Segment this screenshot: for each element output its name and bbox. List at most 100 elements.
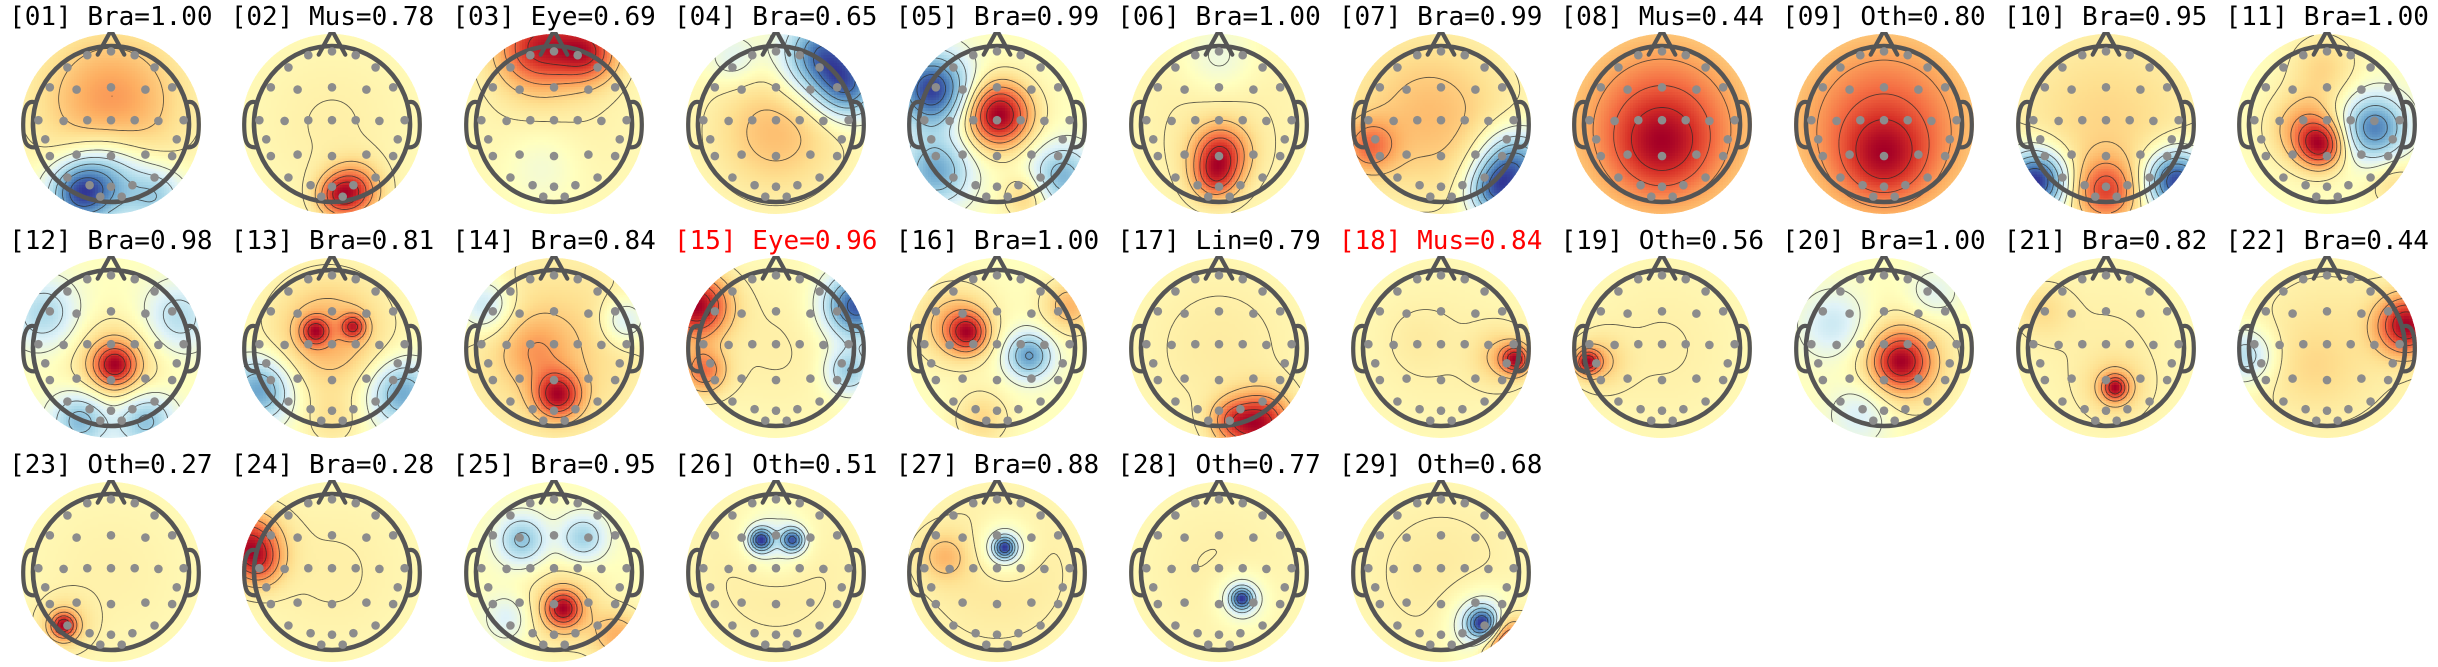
- electrode-dot: [1238, 51, 1247, 60]
- topomap-plot[interactable]: [0, 32, 222, 217]
- electrode-dot: [1624, 309, 1633, 318]
- electrode-dot: [795, 275, 804, 284]
- electrode-dot: [550, 495, 559, 504]
- ica-component-16[interactable]: [16] Bra=1.00: [886, 226, 1108, 441]
- topomap-plot[interactable]: [1108, 256, 1330, 441]
- topomap-plot[interactable]: [2216, 32, 2438, 217]
- topomap-plot[interactable]: [1995, 256, 2217, 441]
- electrode-dot: [833, 307, 842, 316]
- topomap-plot[interactable]: [886, 480, 1108, 665]
- component-label: [15] Eye=0.96: [665, 226, 887, 256]
- electrode-dot: [172, 359, 181, 368]
- topomap-plot[interactable]: [2216, 256, 2438, 441]
- topomap-plot[interactable]: [886, 256, 1108, 441]
- ica-component-21[interactable]: [21] Bra=0.82: [1995, 226, 2217, 441]
- topomap-plot[interactable]: [443, 480, 665, 665]
- electrode-dot: [993, 116, 1002, 125]
- ica-component-05[interactable]: [05] Bra=0.99: [886, 2, 1108, 217]
- component-label: [25] Bra=0.95: [443, 450, 665, 480]
- electrode-dot: [117, 192, 126, 201]
- electrode-dot: [2288, 85, 2297, 94]
- topomap-plot[interactable]: [221, 32, 443, 217]
- topomap-plot[interactable]: [1773, 32, 1995, 217]
- electrode-dot: [833, 83, 842, 92]
- ica-component-29[interactable]: [29] Oth=0.68: [1330, 450, 1552, 665]
- electrode-dot: [771, 376, 780, 385]
- electrode-dot: [1014, 181, 1023, 190]
- topomap-plot[interactable]: [1108, 32, 1330, 217]
- electrode-dot: [83, 564, 92, 573]
- electrode-dot: [728, 287, 737, 296]
- ica-component-07[interactable]: [07] Bra=0.99: [1330, 2, 1552, 217]
- ica-component-18[interactable]: [18] Mus=0.84: [1330, 226, 1552, 441]
- electrode-dot: [1705, 117, 1714, 126]
- ica-component-11[interactable]: [11] Bra=1.00: [2216, 2, 2438, 217]
- electrode-dot: [1807, 116, 1816, 125]
- ica-component-17[interactable]: [17] Lin=0.79: [1108, 226, 1330, 441]
- topomap-plot[interactable]: [443, 256, 665, 441]
- electrode-dot: [2395, 116, 2404, 125]
- topomap-plot[interactable]: [221, 256, 443, 441]
- ica-component-04[interactable]: [04] Bra=0.65: [665, 2, 887, 217]
- electrode-dot: [550, 376, 559, 385]
- ica-component-06[interactable]: [06] Bra=1.00: [1108, 2, 1330, 217]
- electrode-dot: [819, 565, 828, 574]
- electrode-dot: [748, 275, 757, 284]
- topomap-plot[interactable]: [1551, 256, 1773, 441]
- topomap-plot[interactable]: [221, 480, 443, 665]
- ica-component-27[interactable]: [27] Bra=0.88: [886, 450, 1108, 665]
- ica-component-28[interactable]: [28] Oth=0.77: [1108, 450, 1330, 665]
- electrode-dot: [1364, 116, 1373, 125]
- ica-component-26[interactable]: [26] Oth=0.51: [665, 450, 887, 665]
- electrode-dot: [107, 600, 116, 609]
- topomap-plot[interactable]: [1330, 480, 1552, 665]
- topomap-plot[interactable]: [665, 256, 887, 441]
- topomap-canvas: [1108, 256, 1330, 441]
- ica-component-22[interactable]: [22] Bra=0.44: [2216, 226, 2438, 441]
- electrode-dot: [2058, 63, 2067, 72]
- topomap-plot[interactable]: [1551, 32, 1773, 217]
- ica-component-23[interactable]: [23] Oth=0.27: [0, 450, 222, 665]
- ica-component-19[interactable]: [19] Oth=0.56: [1551, 226, 1773, 441]
- electrode-dot: [515, 85, 524, 94]
- topomap-plot[interactable]: [1108, 480, 1330, 665]
- electrode-dot: [748, 116, 757, 125]
- topomap-plot[interactable]: [1330, 32, 1552, 217]
- ica-component-24[interactable]: [24] Bra=0.28: [221, 450, 443, 665]
- topomap-plot[interactable]: [665, 480, 887, 665]
- electrode-dot: [1037, 287, 1046, 296]
- ica-component-10[interactable]: [10] Bra=0.95: [1995, 2, 2217, 217]
- electrode-dot: [107, 630, 116, 639]
- topomap-plot[interactable]: [0, 480, 222, 665]
- electrode-dot: [1040, 117, 1049, 126]
- electrode-dot: [528, 405, 537, 414]
- topomap-plot[interactable]: [1330, 256, 1552, 441]
- electrode-dot: [1215, 376, 1224, 385]
- topomap-canvas: [1108, 480, 1330, 665]
- electrode-dot: [550, 47, 559, 56]
- electrode-dot: [2279, 173, 2288, 182]
- ica-component-02[interactable]: [02] Mus=0.78: [221, 2, 443, 217]
- ica-component-13[interactable]: [13] Bra=0.81: [221, 226, 443, 441]
- topomap-plot[interactable]: [665, 32, 887, 217]
- ica-component-14[interactable]: [14] Bra=0.84: [443, 226, 665, 441]
- ica-component-12[interactable]: [12] Bra=0.98: [0, 226, 222, 441]
- ica-component-15[interactable]: [15] Eye=0.96: [665, 226, 887, 441]
- topomap-plot[interactable]: [443, 32, 665, 217]
- topomap-plot[interactable]: [1773, 256, 1995, 441]
- ica-component-25[interactable]: [25] Bra=0.95: [443, 450, 665, 665]
- electrode-dot: [1880, 307, 1889, 316]
- ica-component-01[interactable]: [01] Bra=1.00: [0, 2, 222, 217]
- ica-component-20[interactable]: [20] Bra=1.00: [1773, 226, 1995, 441]
- electrode-dot: [2054, 117, 2063, 126]
- ica-component-03[interactable]: [03] Eye=0.69: [443, 2, 665, 217]
- ica-component-08[interactable]: [08] Mus=0.44: [1551, 2, 1773, 217]
- topomap-plot[interactable]: [886, 32, 1108, 217]
- topomap-plot[interactable]: [0, 256, 222, 441]
- ica-component-09[interactable]: [09] Oth=0.80: [1773, 2, 1995, 217]
- electrode-dot: [1393, 397, 1402, 406]
- electrode-dot: [2136, 374, 2145, 383]
- electrode-dot: [2299, 116, 2308, 125]
- topomap-plot[interactable]: [1995, 32, 2217, 217]
